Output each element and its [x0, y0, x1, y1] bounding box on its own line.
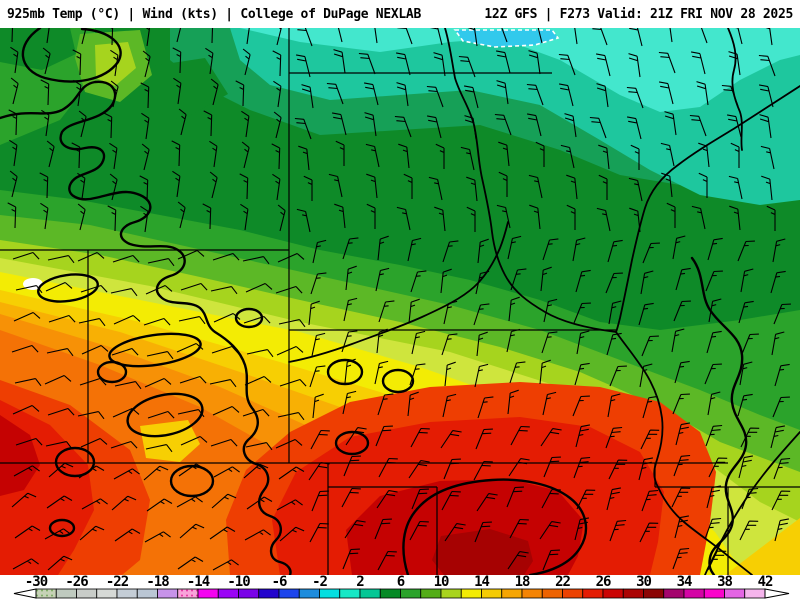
colorbar-tick: -6 — [271, 574, 288, 590]
colorbar-segment — [96, 588, 118, 599]
colorbar-segment — [703, 588, 725, 599]
colorbar-segment — [521, 588, 543, 599]
colorbar-tick: 22 — [555, 574, 571, 590]
colorbar-tick: -30 — [24, 574, 48, 590]
colorbar-segment — [460, 588, 482, 599]
temperature-scale: -30 -26 -22 -18 -14 -10 -6 -2 2 6 10 14 18 22 26 30 34 38… — [0, 574, 800, 600]
colorbar-tick: -22 — [105, 574, 129, 590]
colorbar-segment — [136, 588, 158, 599]
colorbar-segment — [298, 588, 320, 599]
colorbar-segment — [197, 588, 219, 599]
colorbar-segment — [217, 588, 239, 599]
colorbar-tick: -10 — [227, 574, 250, 590]
colorbar-arrow-left — [13, 588, 37, 599]
title-left: 925mb Temp (°C) | Wind (kts) | College o… — [7, 6, 421, 22]
colorbar-segment — [541, 588, 563, 599]
wind-barb-field — [7, 28, 791, 571]
colorbar-tick-labels: -30 -26 -22 -18 -14 -10 -6 -2 2 6 10 14 18 22 26 30 34 38… — [0, 574, 800, 590]
colorbar-segment — [35, 588, 57, 599]
header-bar: 925mb Temp (°C) | Wind (kts) | College o… — [0, 0, 800, 28]
colorbar-tick: 34 — [676, 574, 693, 590]
colorbar-segment — [622, 588, 644, 599]
colorbar-tick: -26 — [65, 574, 88, 590]
colorbar-tick: 42 — [757, 574, 774, 590]
colorbar-segment — [76, 588, 98, 599]
colorbar-segment — [440, 588, 462, 599]
colorbar-segment — [157, 588, 179, 599]
colorbar-tick: 10 — [433, 574, 450, 590]
colorbar-segment — [420, 588, 442, 599]
thick-contours — [0, 28, 748, 575]
colorbar — [13, 588, 790, 599]
colorbar-segment — [481, 588, 503, 599]
weather-map — [0, 28, 800, 575]
colorbar-segment — [339, 588, 361, 599]
colorbar-segment — [501, 588, 523, 599]
colorbar-tick: 26 — [595, 574, 612, 590]
colorbar-segment — [278, 588, 300, 599]
colorbar-segment — [663, 588, 685, 599]
colorbar-segment — [724, 588, 746, 599]
colorbar-tick: 18 — [514, 574, 531, 590]
colorbar-tick: -2 — [312, 574, 328, 590]
colorbar-segment — [238, 588, 260, 599]
map-canvas — [0, 28, 800, 575]
colorbar-tick: 38 — [717, 574, 733, 590]
colorbar-tick: 14 — [474, 574, 490, 590]
colorbar-segment — [562, 588, 584, 599]
colorbar-segment — [683, 588, 705, 599]
colorbar-segment — [258, 588, 280, 599]
colorbar-segment — [643, 588, 665, 599]
colorbar-segment — [400, 588, 422, 599]
colorbar-tick: 2 — [356, 574, 365, 590]
colorbar-segment — [55, 588, 77, 599]
colorbar-arrow-right — [764, 588, 790, 599]
colorbar-tick: 6 — [396, 574, 406, 590]
colorbar-segment — [379, 588, 401, 599]
colorbar-segment — [177, 588, 199, 599]
colorbar-segment — [319, 588, 341, 599]
colorbar-tick: 30 — [636, 574, 652, 590]
title-right: 12Z GFS | F273 Valid: 21Z FRI NOV 28 202… — [484, 6, 793, 22]
temperature-fill-layer — [0, 28, 800, 575]
colorbar-tick: -18 — [146, 574, 169, 590]
colorbar-segment — [602, 588, 624, 599]
colorbar-tick: -14 — [186, 574, 210, 590]
colorbar-segment — [582, 588, 604, 599]
colorbar-segment — [359, 588, 381, 599]
colorbar-segment — [116, 588, 138, 599]
wind-barbs — [7, 28, 791, 571]
colorbar-segment — [744, 588, 766, 599]
